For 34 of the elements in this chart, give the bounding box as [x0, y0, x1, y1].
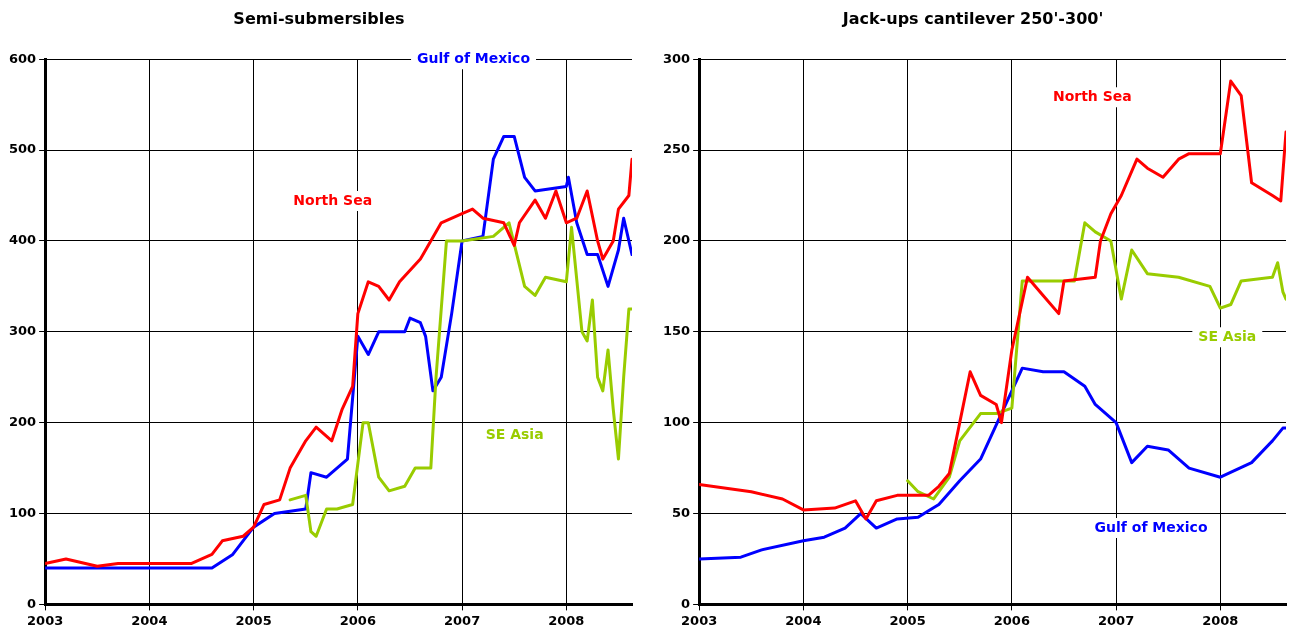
y-tick-label: 300 — [663, 50, 691, 66]
text: Gulf of Mexico — [1094, 518, 1208, 535]
x-tick-label: 2003 — [27, 612, 64, 628]
x-tick-label: 2008 — [548, 612, 585, 628]
x-tick-label: 2006 — [339, 612, 376, 628]
x-tick-label: 2003 — [681, 612, 718, 628]
text: SE Asia — [485, 426, 544, 443]
y-tick-label: 0 — [27, 595, 37, 611]
x-tick-label: 2006 — [993, 612, 1030, 628]
x-tick-label: 2004 — [785, 612, 822, 628]
y-tick-label: 0 — [681, 595, 691, 611]
y-tick-label: 100 — [663, 414, 691, 430]
x-tick-label: 2007 — [1098, 612, 1135, 628]
text: SE Asia — [1198, 327, 1257, 344]
chart-title: Semi-submersibles — [233, 8, 405, 28]
y-tick-label: 500 — [9, 141, 37, 157]
x-tick-label: 2007 — [444, 612, 481, 628]
text: North Sea — [1052, 88, 1132, 104]
x-tick-label: 2005 — [889, 612, 926, 628]
y-tick-label: 50 — [672, 504, 691, 520]
y-tick-label: 200 — [9, 414, 37, 430]
x-tick-label: 2004 — [131, 612, 168, 628]
text: Gulf of Mexico — [417, 49, 531, 66]
y-tick-label: 200 — [663, 232, 691, 248]
y-tick-label: 150 — [663, 323, 691, 339]
x-tick-label: 2005 — [235, 612, 272, 628]
y-tick-label: 250 — [663, 141, 691, 157]
y-tick-label: 300 — [9, 323, 37, 339]
text: North Sea — [293, 191, 373, 208]
y-tick-label: 400 — [9, 232, 37, 248]
chart-title: Jack-ups cantilever 250'-300' — [841, 8, 1104, 28]
y-tick-label: 100 — [9, 504, 37, 520]
y-tick-label: 600 — [9, 50, 37, 66]
x-tick-label: 2008 — [1202, 612, 1239, 628]
